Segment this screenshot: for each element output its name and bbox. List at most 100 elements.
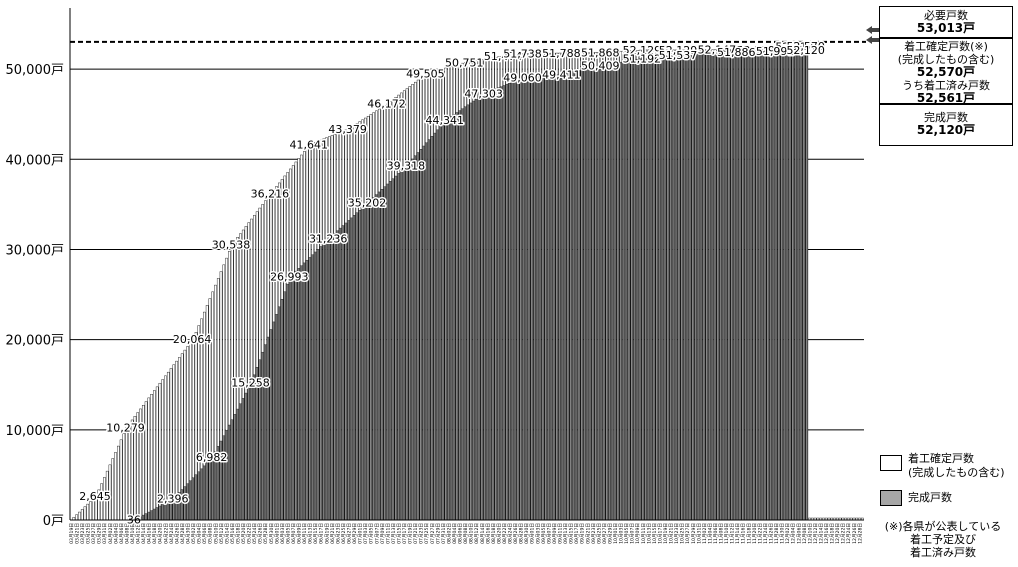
- x-tick-label: 08月22日: [502, 523, 508, 544]
- bars: [72, 45, 864, 521]
- data-label: 26,993: [270, 271, 309, 284]
- x-tick-label: 07月17日: [402, 523, 408, 544]
- data-label-halo: 39,318: [387, 159, 426, 172]
- x-tick-label: 05月04日: [197, 523, 203, 544]
- data-label-halo: 35,202: [348, 197, 387, 210]
- x-tick-label: 10月19日: [663, 523, 669, 544]
- x-tick-label: 11月08日: [719, 523, 725, 544]
- x-tick-label: 05月20日: [241, 523, 247, 544]
- x-tick-label: 09月17日: [574, 523, 580, 544]
- x-tick-label: 11月12日: [730, 523, 736, 544]
- y-tick-label: 50,000戸: [6, 63, 65, 78]
- x-tick-label: 08月30日: [524, 523, 530, 544]
- data-label-halo: 51,886: [717, 46, 756, 59]
- x-tick-label: 06月15日: [313, 523, 319, 544]
- data-label-halo: 52,129: [659, 44, 698, 57]
- data-label: 30,538: [212, 239, 251, 252]
- data-label-halo: 2,396: [157, 492, 189, 505]
- data-label: 41,641: [290, 138, 329, 151]
- x-tick-label: 09月09日: [552, 523, 558, 544]
- arrow-icon: [866, 26, 879, 34]
- bar-start-confirmed: [125, 427, 128, 521]
- data-label: 31,236: [309, 232, 348, 245]
- data-label: 52,129: [659, 44, 698, 57]
- x-tick-label: 03月29日: [97, 523, 103, 544]
- x-tick-label: 07月19日: [408, 523, 414, 544]
- data-label-halo: 51,788: [542, 47, 581, 60]
- data-label-halo: 20,064: [173, 333, 212, 346]
- bar-start-confirmed: [83, 506, 87, 521]
- x-tick-label: 04月06日: [119, 523, 125, 544]
- footnote: (※)各県が公表している 着工予定及び 着工済み戸数: [872, 520, 1014, 559]
- bar-start-confirmed: [147, 397, 151, 521]
- x-tick-label: 12月28日: [857, 523, 863, 544]
- x-tick-label: 06月09日: [297, 523, 303, 544]
- data-label: 51,474: [484, 50, 523, 63]
- x-tick-label: 12月12日: [813, 523, 819, 544]
- x-tick-label: 10月21日: [669, 523, 675, 544]
- x-tick-label: 07月01日: [358, 523, 364, 544]
- x-tick-label: 06月27日: [347, 523, 353, 544]
- x-tick-label: 11月30日: [780, 523, 786, 544]
- x-tick-label: 12月04日: [791, 523, 797, 544]
- x-tick-label: 03月23日: [80, 523, 86, 544]
- legend-swatch-start: [880, 455, 902, 471]
- x-tick-label: 04月26日: [174, 523, 180, 544]
- bar-start-confirmed: [78, 511, 81, 521]
- x-tick-label: 07月27日: [430, 523, 436, 544]
- data-label-halo: 51,474: [484, 50, 523, 63]
- x-tick-label: 07月23日: [419, 523, 425, 544]
- x-tick-label: 11月14日: [735, 523, 741, 544]
- x-tick-label: 07月03日: [363, 523, 369, 544]
- x-tick-label: 11月24日: [763, 523, 769, 544]
- data-label-halo: 46,172: [367, 98, 406, 111]
- data-label-halo: 47,303: [464, 87, 503, 100]
- start-value: 52,570戸: [916, 65, 976, 79]
- data-label: 43,379: [328, 123, 367, 136]
- x-tick-label: 05月10日: [213, 523, 219, 544]
- x-tick-label: 11月04日: [707, 523, 713, 544]
- x-tick-label: 04月24日: [169, 523, 175, 544]
- x-tick-label: 12月16日: [824, 523, 830, 544]
- legend-completed-label: 完成戸数: [908, 491, 952, 504]
- x-tick-label: 06月21日: [330, 523, 336, 544]
- x-tick-label: 06月17日: [319, 523, 325, 544]
- data-label-halo: 50,751: [445, 56, 484, 69]
- required-value: 53,013戸: [916, 21, 976, 35]
- start-label-1: 着工確定戸数(※): [904, 40, 988, 53]
- bar-start-confirmed: [80, 509, 84, 521]
- x-tick-label: 08月28日: [519, 523, 525, 544]
- x-tick-label: 10月31日: [696, 523, 702, 544]
- x-tick-label: 04月14日: [141, 523, 147, 544]
- data-label-halo: 30,538: [212, 239, 251, 252]
- legend-start-line1: 着工確定戸数: [908, 452, 974, 465]
- data-label-halo: 15,258: [231, 376, 270, 389]
- footnote-line3: 着工済み戸数: [910, 546, 976, 559]
- completed-label: 完成戸数: [924, 111, 968, 124]
- bar-start-confirmed: [119, 439, 123, 521]
- x-tick-label: 08月20日: [496, 523, 502, 544]
- data-label: 51,738: [503, 47, 542, 60]
- data-label-halo: 10,279: [106, 421, 145, 434]
- y-tick-label: 40,000戸: [6, 153, 65, 168]
- x-tick-label: 07月11日: [385, 523, 391, 544]
- x-tick-label: 10月11日: [641, 523, 647, 544]
- x-tick-label: 11月22日: [757, 523, 763, 544]
- x-tick-label: 10月01日: [613, 523, 619, 544]
- x-tick-label: 05月26日: [258, 523, 264, 544]
- x-tick-label: 11月16日: [741, 523, 747, 544]
- data-label: 51,886: [717, 46, 756, 59]
- data-label: 51,192: [623, 52, 662, 65]
- data-label-halo: 51,537: [659, 49, 698, 62]
- x-tick-label: 05月14日: [224, 523, 230, 544]
- info-completed-box: 完成戸数 52,120戸: [879, 104, 1013, 146]
- x-tick-label: 06月03日: [280, 523, 286, 544]
- footnote-line2: 着工予定及び: [910, 533, 976, 546]
- data-label: 49,060: [503, 72, 542, 85]
- bar-start-confirmed: [116, 445, 120, 521]
- x-tick-label: 08月14日: [480, 523, 486, 544]
- x-tick-label: 12月08日: [802, 523, 808, 544]
- legend-start-line2: (完成したもの含む): [908, 466, 1005, 479]
- x-tick-label: 09月15日: [569, 523, 575, 544]
- x-tick-label: 11月28日: [774, 523, 780, 544]
